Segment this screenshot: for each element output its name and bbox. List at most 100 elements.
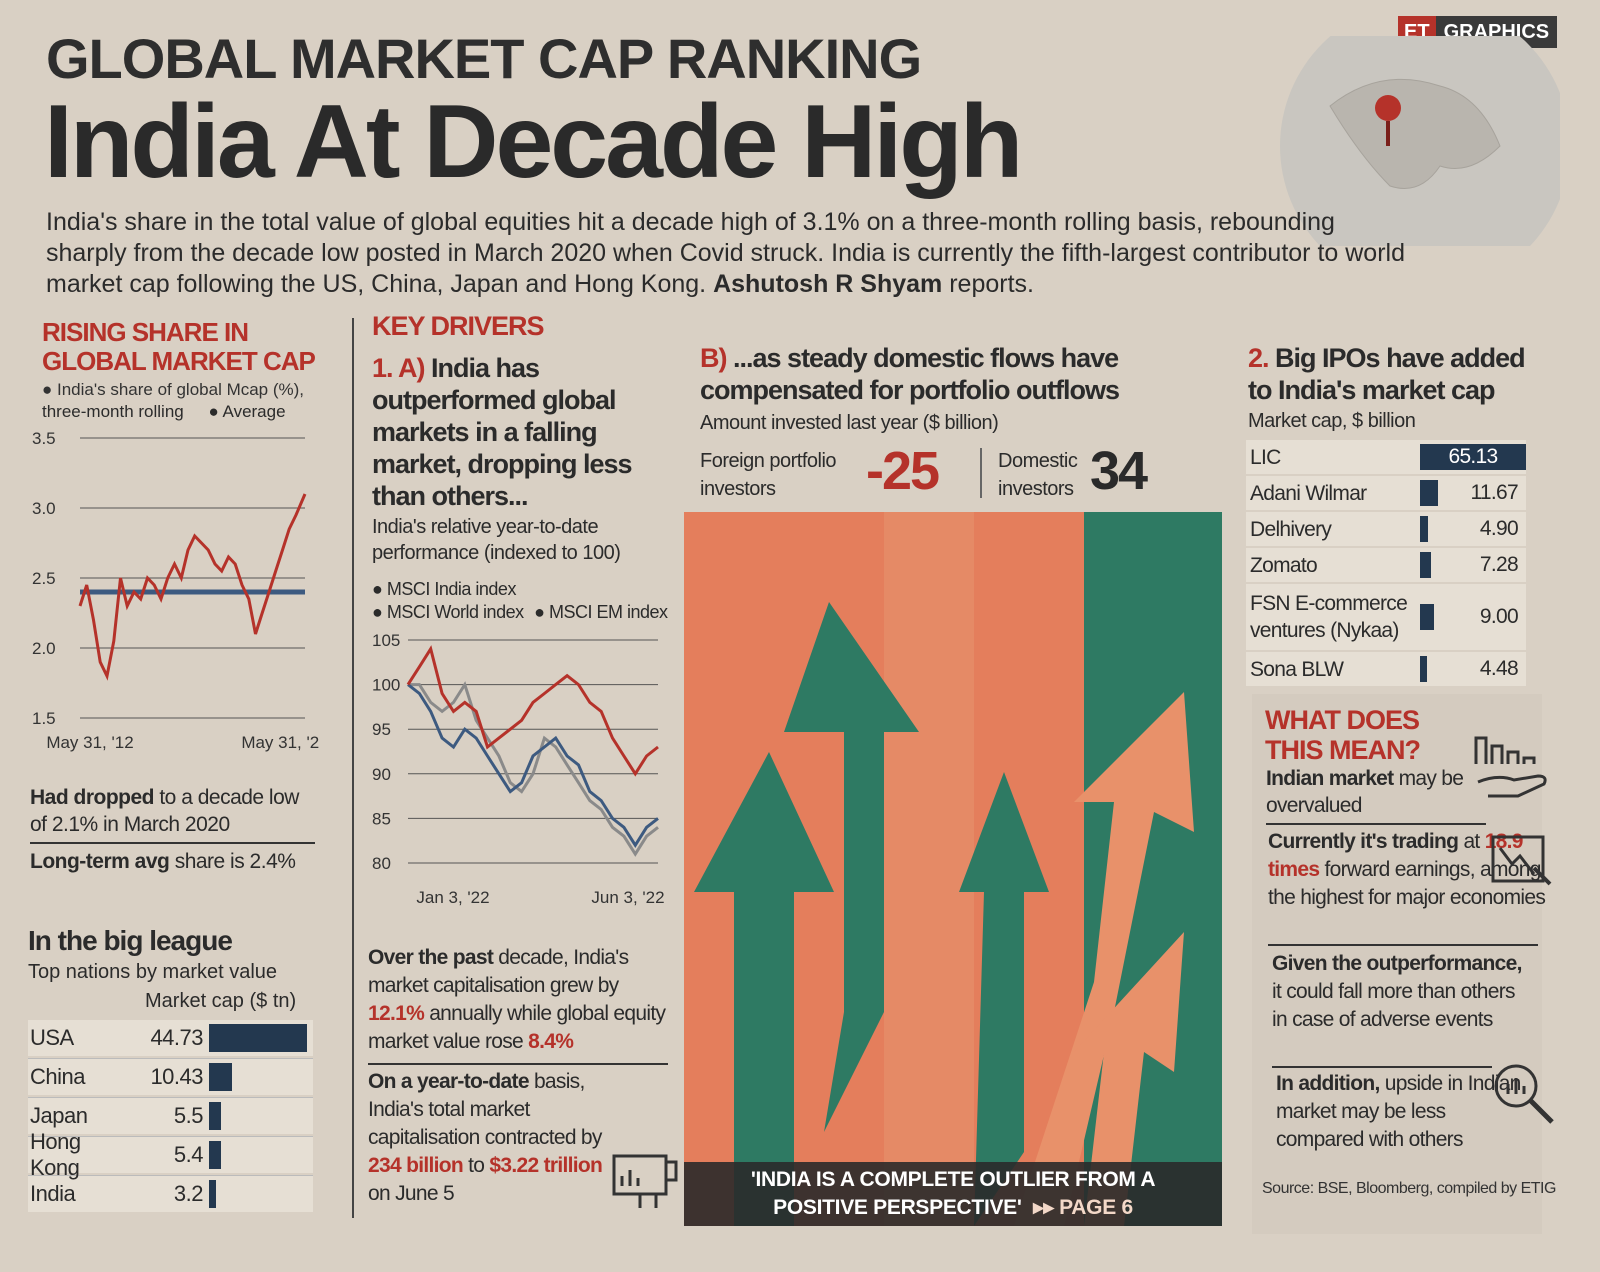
ipos-title: 2. Big IPOs have added to India's market… bbox=[1248, 342, 1538, 406]
divider bbox=[368, 1063, 668, 1065]
hand-bars-icon bbox=[1468, 724, 1558, 809]
big-league-table: USA 44.73 China 10.43 Japan 5.5 Hong Kong 5.4 In… bbox=[28, 1020, 313, 1214]
trend-chart-icon bbox=[1490, 834, 1556, 899]
page-kicker: GLOBAL MARKET CAP RANKING bbox=[46, 27, 922, 90]
divider bbox=[30, 842, 315, 844]
country-label: China bbox=[30, 1064, 85, 1089]
legend-world: ● MSCI World index bbox=[372, 602, 524, 622]
rising-title-line2: GLOBAL MARKET CAP bbox=[42, 346, 316, 376]
meaning-title-2: THIS MEAN? bbox=[1265, 735, 1421, 765]
p4-rest: upside in Indian market may be less comp… bbox=[1276, 1072, 1521, 1151]
drivers-legend: ● MSCI India index ● MSCI World index ● … bbox=[372, 578, 692, 624]
rising-legend-line2: three-month rolling bbox=[42, 402, 184, 421]
divider bbox=[1272, 1066, 1492, 1068]
ipo-value: 4.90 bbox=[1479, 517, 1519, 540]
ytd-note: On a year-to-date basis, India's total m… bbox=[368, 1068, 608, 1208]
rising-title-line1: RISING SHARE IN bbox=[42, 317, 249, 347]
decade-note: Over the past decade, India's market cap… bbox=[368, 944, 668, 1056]
market-cap-bar bbox=[209, 1102, 222, 1130]
country-value: 3.2 bbox=[173, 1181, 204, 1206]
decade-rest1: decade, India's market capitalisation gr… bbox=[368, 946, 629, 997]
msci-world-line bbox=[407, 683, 659, 849]
meaning-p3: Given the outperformance, it could fall … bbox=[1272, 950, 1522, 1034]
fpi-value: -25 bbox=[866, 441, 940, 501]
ipo-name: Sona BLW bbox=[1250, 657, 1344, 681]
rising-legend-avg: ● Average bbox=[208, 402, 286, 421]
table-row: USA 44.73 bbox=[28, 1020, 313, 1056]
ytd-rest1: basis, India's total market capitalisati… bbox=[368, 1070, 602, 1149]
big-league-subtitle: Top nations by market value bbox=[28, 961, 278, 983]
p4-bold: In addition, bbox=[1276, 1072, 1380, 1095]
decade-bold: Over the past bbox=[368, 946, 494, 969]
table-row: Hong Kong 5.4 bbox=[28, 1129, 313, 1180]
flows-divider bbox=[980, 448, 982, 498]
ipo-value: 65.13 bbox=[1448, 445, 1498, 468]
ipo-table: LIC 65.13 Adani Wilmar 11.67 Delhivery 4.90 Zo… bbox=[1246, 440, 1526, 688]
intro-text: India's share in the total value of glob… bbox=[46, 208, 1405, 298]
country-value: 44.73 bbox=[150, 1025, 203, 1050]
msci-india-line bbox=[406, 645, 659, 777]
ipo-bar bbox=[1420, 656, 1427, 682]
table-row: Sona BLW 4.48 bbox=[1246, 652, 1526, 686]
flows-title: B) ...as steady domestic flows have comp… bbox=[700, 342, 1180, 406]
rising-note1-bold: Had dropped bbox=[30, 786, 155, 809]
legend-india: ● MSCI India index bbox=[372, 579, 516, 599]
y-tick-label: 95 bbox=[372, 720, 391, 739]
rising-legend: ● India's share of global Mcap (%), thre… bbox=[42, 379, 304, 423]
dii-label-1: Domestic bbox=[998, 450, 1078, 472]
india-share-line bbox=[78, 493, 307, 681]
meaning-p2: Currently it's trading at 18.9 times for… bbox=[1268, 828, 1548, 912]
key-drivers-title: KEY DRIVERS bbox=[372, 311, 545, 341]
ipo-bar: 65.13 bbox=[1420, 444, 1526, 470]
ipo-bar bbox=[1420, 516, 1428, 542]
market-cap-bar bbox=[209, 1141, 221, 1169]
p2-rest: forward earnings, among the highest for … bbox=[1268, 858, 1546, 909]
decade-pct2: 8.4% bbox=[528, 1030, 574, 1053]
dii-label-2: investors bbox=[998, 478, 1074, 500]
y-tick-label: 80 bbox=[372, 854, 391, 873]
market-cap-bar bbox=[209, 1024, 307, 1052]
rising-note2-rest: share is 2.4% bbox=[174, 850, 296, 873]
country-label: Hong Kong bbox=[30, 1129, 81, 1180]
ipo-bar bbox=[1420, 480, 1438, 506]
a-prefix: 1. A) bbox=[372, 353, 426, 383]
country-label: USA bbox=[30, 1025, 74, 1050]
globe-illustration bbox=[1270, 36, 1560, 246]
ipo-value: 11.67 bbox=[1470, 481, 1519, 504]
a-title: India has outperformed global markets in… bbox=[372, 353, 633, 511]
ipo-value: 4.48 bbox=[1479, 657, 1519, 680]
banner-line2: POSITIVE PERSPECTIVE' bbox=[773, 1196, 1022, 1219]
table-row: Adani Wilmar 11.67 bbox=[1246, 476, 1526, 510]
y-tick-label: 85 bbox=[372, 809, 391, 828]
arrows-illustration bbox=[684, 512, 1222, 1226]
ipos-prefix: 2. bbox=[1248, 343, 1270, 373]
ipo-name: LIC bbox=[1250, 445, 1281, 469]
x-tick-label: Jan 3, '22 bbox=[416, 888, 489, 907]
ytd-val2: $3.22 trillion bbox=[489, 1154, 603, 1177]
column-divider bbox=[352, 318, 354, 1218]
table-row: India 3.2 bbox=[28, 1175, 313, 1212]
fpi-label: Foreign portfolio investors bbox=[700, 447, 837, 503]
meaning-title: WHAT DOES THIS MEAN? bbox=[1265, 705, 1421, 765]
ipos-title-text: Big IPOs have added to India's market ca… bbox=[1248, 343, 1526, 405]
table-row: LIC 65.13 bbox=[1246, 440, 1526, 474]
table-row: Delhivery 4.90 bbox=[1246, 512, 1526, 546]
dii-value: 34 bbox=[1090, 441, 1148, 501]
meaning-title-1: WHAT DOES bbox=[1265, 705, 1420, 735]
ytd-val1: 234 billion bbox=[368, 1154, 464, 1177]
y-tick-label: 2.0 bbox=[32, 639, 56, 658]
flows-title-text: ...as steady domestic flows have compens… bbox=[700, 343, 1120, 405]
key-drivers-a-sub: India's relative year-to-date performanc… bbox=[372, 516, 621, 564]
big-league-title: In the big league bbox=[28, 925, 233, 956]
country-value: 5.4 bbox=[173, 1142, 204, 1167]
banner-page: ▸▸ PAGE 6 bbox=[1033, 1196, 1133, 1219]
y-tick-label: 90 bbox=[372, 765, 391, 784]
ipo-bar bbox=[1420, 552, 1432, 578]
cross-reference-banner[interactable]: 'INDIA IS A COMPLETE OUTLIER FROM A POSI… bbox=[684, 1162, 1222, 1226]
p3-rest: it could fall more than others in case o… bbox=[1272, 980, 1516, 1031]
byline: Ashutosh R Shyam bbox=[713, 270, 943, 298]
rising-note-2: Long-term avg share is 2.4% bbox=[30, 850, 330, 873]
x-tick-label: May 31, '22 bbox=[241, 733, 320, 752]
table-row: China 10.43 bbox=[28, 1058, 313, 1095]
ipo-name: Delhivery bbox=[1250, 517, 1332, 541]
